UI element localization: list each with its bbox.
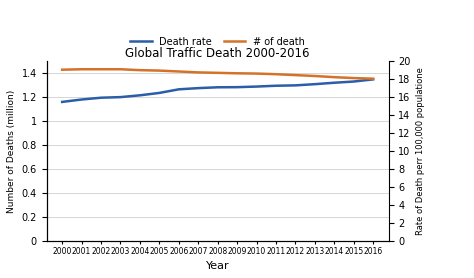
# of death xyxy=(370,77,376,80)
Death rate xyxy=(351,80,356,83)
# of death xyxy=(292,73,298,77)
Death rate xyxy=(176,88,182,91)
# of death xyxy=(234,72,240,75)
# of death xyxy=(137,68,143,72)
Death rate xyxy=(195,86,201,90)
# of death xyxy=(195,71,201,74)
Death rate xyxy=(331,81,337,85)
Death rate xyxy=(215,86,220,89)
Death rate xyxy=(234,86,240,89)
# of death xyxy=(79,68,84,71)
# of death xyxy=(273,73,279,76)
# of death xyxy=(312,74,318,78)
Death rate xyxy=(118,95,123,99)
# of death xyxy=(351,76,356,80)
# of death xyxy=(156,69,162,72)
# of death xyxy=(215,71,220,75)
Death rate xyxy=(370,78,376,81)
# of death xyxy=(98,68,104,71)
# of death xyxy=(331,76,337,79)
X-axis label: Year: Year xyxy=(206,261,229,271)
Title: Global Traffic Death 2000-2016: Global Traffic Death 2000-2016 xyxy=(126,47,310,60)
Death rate xyxy=(98,96,104,99)
Death rate xyxy=(273,84,279,87)
Death rate xyxy=(137,94,143,97)
Line: # of death: # of death xyxy=(62,69,373,79)
Death rate xyxy=(59,100,65,104)
Death rate xyxy=(156,91,162,95)
# of death xyxy=(118,68,123,71)
Y-axis label: Number of Deaths (million): Number of Deaths (million) xyxy=(7,90,16,213)
# of death xyxy=(176,70,182,73)
# of death xyxy=(59,68,65,71)
Death rate xyxy=(292,84,298,87)
# of death xyxy=(254,72,259,75)
Death rate xyxy=(79,98,84,101)
Legend: Death rate, # of death: Death rate, # of death xyxy=(128,34,308,49)
Line: Death rate: Death rate xyxy=(62,80,373,102)
Y-axis label: Rate of Death perr 100,000 populatione: Rate of Death perr 100,000 populatione xyxy=(416,67,425,235)
Death rate xyxy=(254,85,259,88)
Death rate xyxy=(312,83,318,86)
